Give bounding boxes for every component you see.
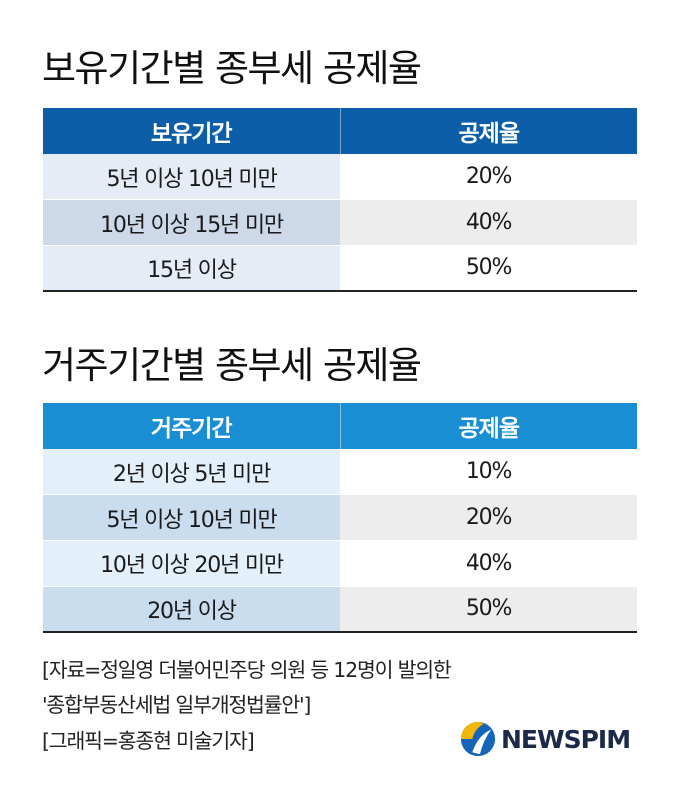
table-row: 10년 이상 20년 미만 40% (43, 540, 637, 587)
source-note: [자료=정일영 더불어민주당 의원 등 12명이 발의한 (42, 658, 452, 682)
table-row: 5년 이상 10년 미만 20% (43, 494, 637, 541)
bill-name-note: '종합부동산세법 일부개정법률안'] (42, 693, 311, 717)
rate-cell: 40% (340, 199, 637, 246)
residence-period-table: 거주기간 공제율 2년 이상 5년 미만 10% 5년 이상 10년 미만 20… (43, 403, 637, 633)
holding-period-table: 보유기간 공제율 5년 이상 10년 미만 20% 10년 이상 15년 미만 … (43, 108, 637, 293)
period-cell: 5년 이상 10년 미만 (43, 154, 340, 201)
header-deduction-rate: 공제율 (340, 108, 637, 154)
rate-cell: 50% (340, 586, 637, 633)
holding-period-title: 보유기간별 종부세 공제율 (42, 47, 422, 90)
period-cell: 10년 이상 15년 미만 (43, 199, 340, 246)
rate-cell: 50% (340, 245, 637, 293)
rate-cell: 20% (340, 154, 637, 201)
table-row: 5년 이상 10년 미만 20% (43, 154, 637, 201)
table-row: 20년 이상 50% (43, 586, 637, 633)
rate-cell: 20% (340, 494, 637, 541)
period-cell: 10년 이상 20년 미만 (43, 540, 340, 587)
newspim-logo-icon (460, 721, 496, 757)
newspim-logo: NEWSPIM (459, 719, 631, 759)
rate-cell: 40% (340, 540, 637, 587)
table-header-row: 거주기간 공제율 (43, 403, 637, 449)
table-row: 10년 이상 15년 미만 40% (43, 199, 637, 246)
header-holding-period: 보유기간 (43, 108, 341, 154)
header-deduction-rate: 공제율 (340, 403, 637, 449)
rate-cell: 10% (340, 449, 637, 496)
period-cell: 20년 이상 (43, 586, 340, 633)
period-cell: 2년 이상 5년 미만 (43, 449, 340, 496)
logo-text: NEWSPIM (501, 724, 631, 754)
table-row: 2년 이상 5년 미만 10% (43, 449, 637, 496)
graphic-credit-note: [그래픽=홍종현 미술기자] (42, 729, 255, 753)
table-row: 15년 이상 50% (43, 245, 637, 293)
period-cell: 5년 이상 10년 미만 (43, 494, 340, 541)
period-cell: 15년 이상 (43, 245, 340, 293)
header-residence-period: 거주기간 (43, 403, 341, 449)
table-header-row: 보유기간 공제율 (43, 108, 637, 154)
residence-period-title: 거주기간별 종부세 공제율 (42, 344, 422, 387)
